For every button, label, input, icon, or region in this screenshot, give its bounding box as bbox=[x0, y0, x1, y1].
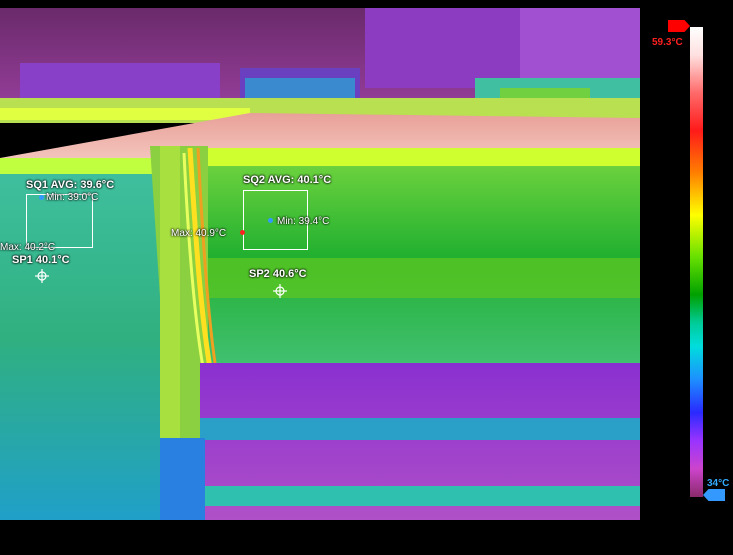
sq1-max-label: Max: 40.2°C bbox=[0, 242, 56, 253]
sp2-crosshair-icon[interactable] bbox=[273, 284, 287, 298]
thermal-scene bbox=[0, 8, 640, 520]
sp2-label: SP2 40.6°C bbox=[249, 268, 307, 280]
sq2-max-marker bbox=[240, 230, 245, 235]
sq1-box[interactable] bbox=[26, 194, 93, 248]
color-scale-bar bbox=[690, 27, 703, 497]
sp1-label: SP1 40.1°C bbox=[12, 254, 70, 266]
scale-max-label: 59.3°C bbox=[652, 37, 683, 48]
sp1-crosshair-icon[interactable] bbox=[35, 269, 49, 283]
sq1-avg-label: SQ1 AVG: 39.6°C bbox=[26, 179, 115, 191]
sq2-min-label: Min: 39.4°C bbox=[277, 216, 330, 227]
scale-min-label: 34°C bbox=[707, 478, 730, 489]
scale-max-arrow-icon[interactable] bbox=[668, 20, 690, 32]
sq1-min-marker bbox=[39, 195, 44, 200]
sq2-avg-label: SQ2 AVG: 40.1°C bbox=[243, 174, 332, 186]
scale-min-arrow-icon[interactable] bbox=[703, 489, 725, 501]
sq1-min-label: Min: 39.0°C bbox=[46, 192, 99, 203]
sq2-box[interactable] bbox=[243, 190, 308, 250]
sq2-min-marker bbox=[268, 218, 273, 223]
sq2-max-label: Max: 40.9°C bbox=[171, 228, 227, 239]
thermal-image bbox=[0, 8, 640, 520]
